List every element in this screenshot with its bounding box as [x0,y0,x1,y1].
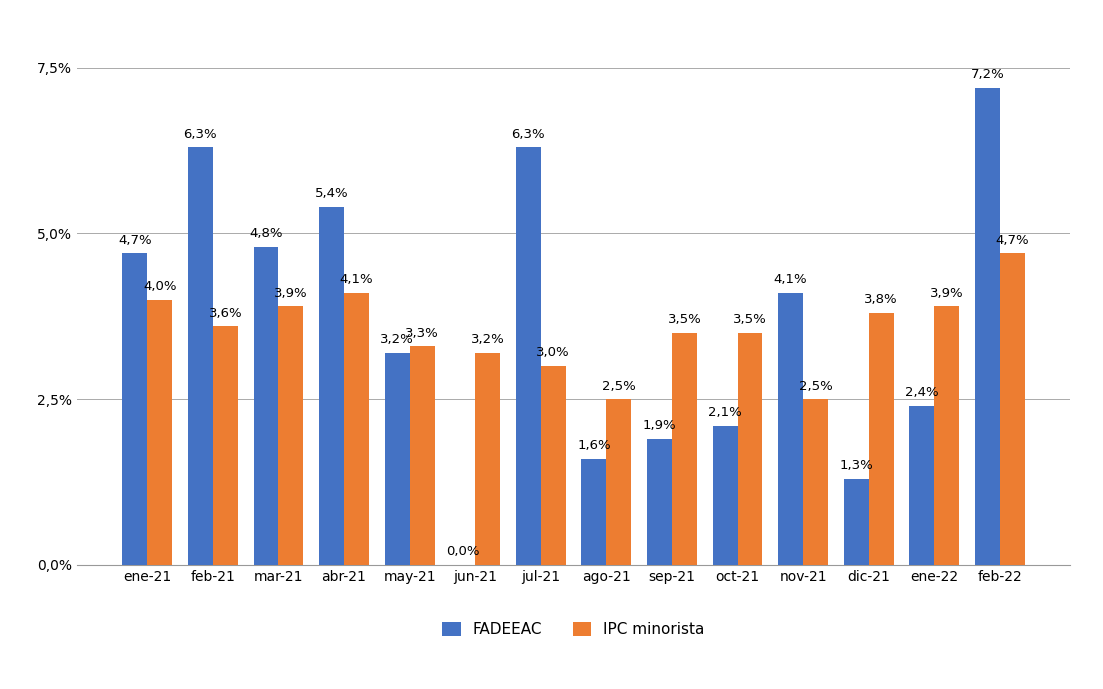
Bar [607,399,631,565]
Text: 5,4%: 5,4% [314,187,349,200]
Bar [975,88,999,565]
Bar [148,300,172,565]
Text: 3,8%: 3,8% [865,294,898,307]
Bar [344,293,368,565]
Text: 3,9%: 3,9% [274,287,308,300]
Bar [254,247,278,565]
Text: 0,0%: 0,0% [446,546,480,558]
Bar [713,426,738,565]
Bar [122,254,148,565]
Text: 4,0%: 4,0% [143,280,176,293]
Text: 2,1%: 2,1% [708,406,742,419]
Text: 3,0%: 3,0% [536,347,570,360]
Text: 4,8%: 4,8% [249,227,282,240]
Text: 3,5%: 3,5% [667,313,702,327]
Text: 3,2%: 3,2% [381,333,414,346]
Bar [672,333,697,565]
Bar [779,293,803,565]
Bar [409,346,435,565]
Text: 2,5%: 2,5% [799,380,833,393]
Text: 6,3%: 6,3% [512,127,545,141]
Bar [475,353,500,565]
Text: 3,2%: 3,2% [471,333,504,346]
Text: 1,9%: 1,9% [643,420,676,433]
Bar [803,399,828,565]
Text: 4,7%: 4,7% [996,234,1029,247]
Bar [738,333,762,565]
Bar [999,254,1025,565]
Text: 4,7%: 4,7% [118,234,151,247]
Text: 3,5%: 3,5% [733,313,767,327]
Bar [213,327,238,565]
Bar [909,406,934,565]
Text: 3,6%: 3,6% [208,307,243,320]
Bar [581,459,607,565]
Bar [844,479,869,565]
Text: 1,6%: 1,6% [577,440,611,452]
Bar [647,439,672,565]
Bar [319,207,344,565]
Bar [934,307,960,565]
Text: 2,4%: 2,4% [904,387,939,399]
Bar [869,313,893,565]
Text: 3,3%: 3,3% [405,327,439,340]
Text: 4,1%: 4,1% [774,274,807,287]
Bar [188,147,213,565]
Legend: FADEEAC, IPC minorista: FADEEAC, IPC minorista [442,622,705,637]
Bar [516,147,540,565]
Bar [385,353,409,565]
Bar [278,307,303,565]
Text: 1,3%: 1,3% [839,459,874,472]
Text: 6,3%: 6,3% [183,127,217,141]
Text: 7,2%: 7,2% [971,68,1004,81]
Text: 3,9%: 3,9% [930,287,964,300]
Bar [540,366,566,565]
Text: 4,1%: 4,1% [340,274,373,287]
Text: 2,5%: 2,5% [602,380,635,393]
